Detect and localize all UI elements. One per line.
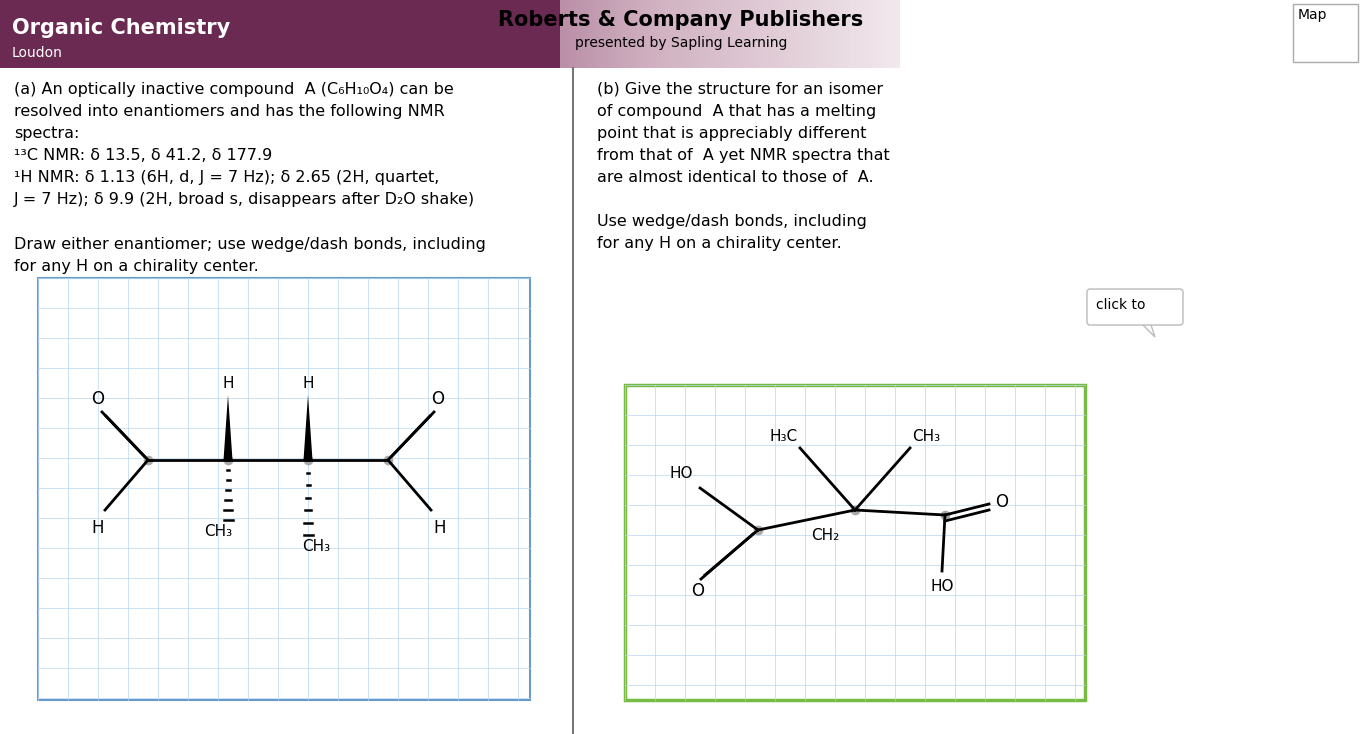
Bar (900, 0, 1362, 68)
Text: of compound  A that has a melting: of compound A that has a melting (597, 104, 876, 119)
Text: CH₃: CH₃ (204, 524, 232, 539)
Text: H: H (433, 519, 447, 537)
FancyBboxPatch shape (1087, 289, 1184, 325)
Bar (625, 385, 1086, 700)
Text: for any H on a chirality center.: for any H on a chirality center. (597, 236, 842, 251)
Text: from that of  A yet NMR spectra that: from that of A yet NMR spectra that (597, 148, 889, 163)
Text: point that is appreciably different: point that is appreciably different (597, 126, 866, 141)
Text: O: O (432, 390, 444, 408)
Text: ¹³C NMR: δ 13.5, δ 41.2, δ 177.9: ¹³C NMR: δ 13.5, δ 41.2, δ 177.9 (14, 148, 272, 163)
Text: HO: HO (670, 466, 693, 481)
Text: Roberts & Company Publishers: Roberts & Company Publishers (498, 10, 864, 30)
Text: Draw either enantiomer; use wedge/dash bonds, including: Draw either enantiomer; use wedge/dash b… (14, 237, 486, 252)
Text: Use wedge/dash bonds, including: Use wedge/dash bonds, including (597, 214, 866, 229)
Text: ¹H NMR: δ 1.13 (6H, d, J = 7 Hz); δ 2.65 (2H, quartet,: ¹H NMR: δ 1.13 (6H, d, J = 7 Hz); δ 2.65… (14, 170, 440, 185)
Text: O: O (996, 493, 1008, 511)
Text: for any H on a chirality center.: for any H on a chirality center. (14, 259, 259, 274)
Text: resolved into enantiomers and has the following NMR: resolved into enantiomers and has the fo… (14, 104, 445, 119)
Text: are almost identical to those of  A.: are almost identical to those of A. (597, 170, 873, 185)
Text: click to: click to (1096, 298, 1145, 312)
Text: Loudon: Loudon (12, 46, 63, 60)
Text: H: H (222, 376, 234, 391)
Text: (a) An optically inactive compound  A (C₆H₁₀O₄) can be: (a) An optically inactive compound A (C₆… (14, 82, 454, 97)
Bar (38, 278, 530, 700)
Text: CH₂: CH₂ (812, 528, 840, 543)
Text: Map: Map (1298, 8, 1328, 22)
Text: (b) Give the structure for an isomer: (b) Give the structure for an isomer (597, 82, 883, 97)
Text: CH₃: CH₃ (302, 539, 330, 554)
Text: H: H (91, 519, 105, 537)
Polygon shape (1140, 322, 1155, 337)
Text: H₃C: H₃C (770, 429, 798, 444)
Text: Organic Chemistry: Organic Chemistry (12, 18, 230, 38)
Text: spectra:: spectra: (14, 126, 79, 141)
Polygon shape (223, 395, 233, 460)
Bar (0, 0, 560, 68)
Text: HO: HO (930, 579, 953, 594)
Text: presented by Sapling Learning: presented by Sapling Learning (575, 36, 787, 50)
Text: H: H (302, 376, 313, 391)
Polygon shape (304, 395, 312, 460)
Bar (0, 0, 311, 68)
FancyBboxPatch shape (1293, 4, 1358, 62)
Text: J = 7 Hz); δ 9.9 (2H, broad s, disappears after D₂O shake): J = 7 Hz); δ 9.9 (2H, broad s, disappear… (14, 192, 475, 207)
Text: O: O (91, 390, 105, 408)
Text: CH₃: CH₃ (913, 429, 940, 444)
Text: O: O (692, 582, 704, 600)
